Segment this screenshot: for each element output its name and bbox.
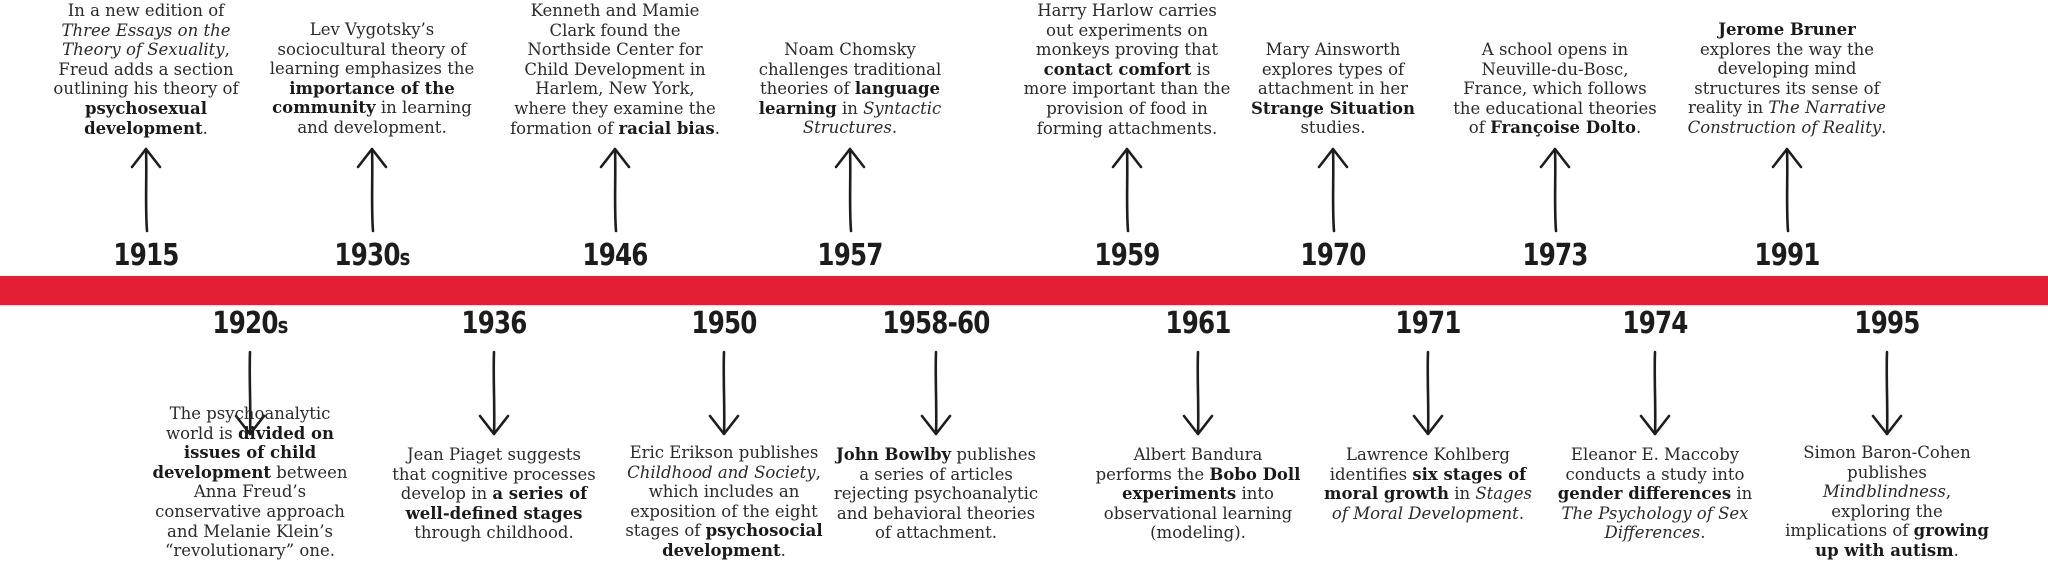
- arrow-down-icon: [1635, 348, 1675, 438]
- event-description: Eric Erikson publishes Childhood and Soc…: [625, 443, 823, 560]
- event-description: Jean Piaget suggests that cognitive proc…: [392, 445, 596, 543]
- year-label: 1920s: [212, 306, 288, 341]
- arrow-down-icon: [1867, 348, 1907, 438]
- timeline-bar: [0, 276, 2048, 305]
- year-label: 1970: [1300, 238, 1366, 273]
- event-description: John Bowlby publishes a series of articl…: [833, 445, 1039, 543]
- event-description: Lawrence Kohlberg identifies six stages …: [1324, 445, 1532, 523]
- year-label: 1974: [1622, 306, 1688, 341]
- event-description: Lev Vygotsky’s sociocultural theory of l…: [269, 20, 475, 137]
- year-label: 1946: [582, 238, 648, 273]
- year-label: 1971: [1395, 306, 1461, 341]
- event-description: Harry Harlow carries out experiments on …: [1023, 1, 1231, 138]
- event-description: Noam Chomsky challenges traditional theo…: [758, 40, 942, 138]
- event-description: In a new edition of Three Essays on the …: [53, 1, 239, 138]
- year-label: 1915: [113, 238, 179, 273]
- arrow-up-icon: [1313, 145, 1353, 235]
- arrow-up-icon: [830, 145, 870, 235]
- year-label: 1957: [817, 238, 883, 273]
- event-description: Simon Baron-Cohen publishes Mindblindnes…: [1785, 443, 1989, 560]
- year-label: 1950: [691, 306, 757, 341]
- event-description: Jerome Bruner explores the way the devel…: [1687, 20, 1887, 137]
- arrow-up-icon: [126, 145, 166, 235]
- year-label: 1959: [1094, 238, 1160, 273]
- arrow-down-icon: [1178, 348, 1218, 438]
- arrow-down-icon: [1408, 348, 1448, 438]
- year-label: 1930s: [334, 238, 410, 273]
- year-label: 1973: [1522, 238, 1588, 273]
- event-description: Eleanor E. Maccoby conducts a study into…: [1557, 445, 1753, 543]
- year-label: 1958-60: [882, 306, 990, 341]
- year-label: 1961: [1165, 306, 1231, 341]
- arrow-up-icon: [352, 145, 392, 235]
- year-label: 1995: [1854, 306, 1920, 341]
- event-description: Mary Ainsworth explores types of attachm…: [1250, 40, 1416, 138]
- event-description: The psychoanalytic world is divided on i…: [152, 404, 348, 561]
- arrow-down-icon: [916, 348, 956, 438]
- arrow-up-icon: [1107, 145, 1147, 235]
- arrow-up-icon: [1767, 145, 1807, 235]
- arrow-down-icon: [474, 348, 514, 438]
- arrow-down-icon: [704, 348, 744, 438]
- event-description: A school opens in Neuville-du-Bosc, Fran…: [1453, 40, 1657, 138]
- event-description: Kenneth and Mamie Clark found the Norths…: [510, 1, 720, 138]
- year-label: 1936: [461, 306, 527, 341]
- arrow-up-icon: [595, 145, 635, 235]
- arrow-up-icon: [1535, 145, 1575, 235]
- arrow-down-icon: [230, 348, 270, 438]
- year-label: 1991: [1754, 238, 1820, 273]
- event-description: Albert Bandura performs the Bobo Doll ex…: [1095, 445, 1301, 543]
